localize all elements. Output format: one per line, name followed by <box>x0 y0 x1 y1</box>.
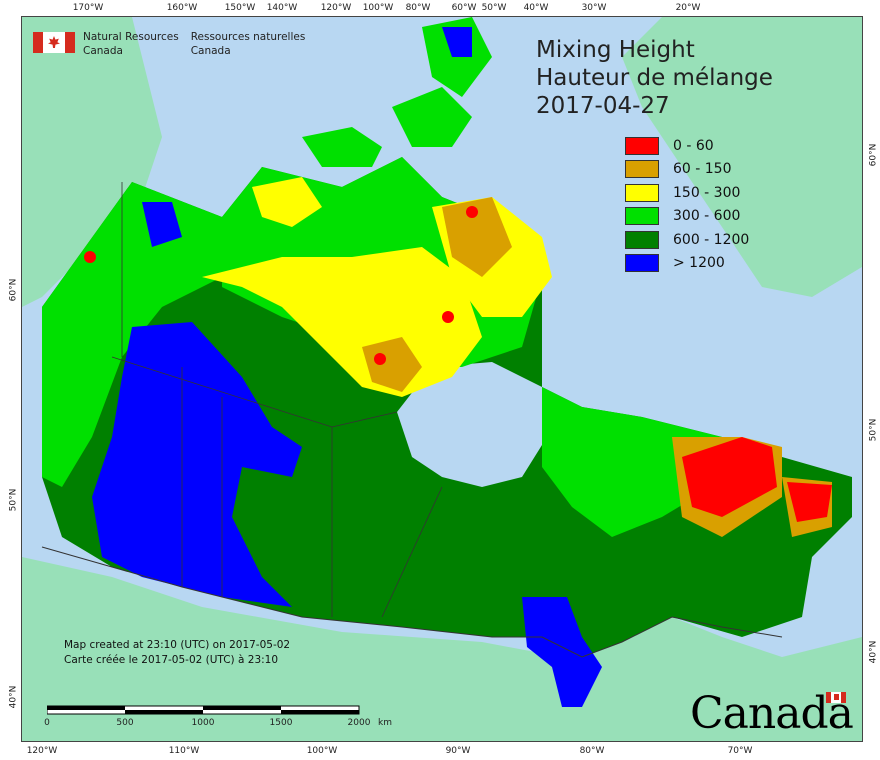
legend-item: 150 - 300 <box>625 181 749 205</box>
arctic-blue <box>442 27 472 57</box>
us-border <box>41 546 783 658</box>
zone-blue-north <box>142 202 182 247</box>
legend-item: > 1200 <box>625 252 749 276</box>
zone-orange-2 <box>442 197 512 277</box>
legend-label: > 1200 <box>673 255 725 272</box>
legend-label: 150 - 300 <box>673 184 741 201</box>
tick-right-1: 60°N <box>868 143 879 167</box>
legend-label: 300 - 600 <box>673 208 741 225</box>
zone-green-east <box>542 387 722 537</box>
legend-swatch <box>625 254 659 273</box>
usa <box>22 557 862 741</box>
tick-left-3: 40°N <box>8 685 19 709</box>
scale-label: 500 <box>116 718 134 728</box>
map-credit: Map created at 23:10 (UTC) on 2017-05-02… <box>64 638 290 668</box>
legend-label: 60 - 150 <box>673 161 732 178</box>
map-canvas <box>22 17 862 741</box>
boundaries <box>111 182 443 618</box>
scale-label: 2000 <box>347 718 371 728</box>
tick-top-7: 80°W <box>405 3 431 13</box>
credit-fr: Carte créée le 2017-05-02 (UTC) à 23:10 <box>64 654 279 666</box>
tick-right-3: 40°N <box>868 640 879 664</box>
agency-en-line2: Canada <box>83 45 123 57</box>
zone-red-quebec <box>682 437 777 517</box>
arctic-island-2 <box>392 87 472 147</box>
tick-left-1: 60°N <box>8 278 19 302</box>
zone-red-dot-4 <box>84 251 96 263</box>
tick-top-10: 40°W <box>523 3 549 13</box>
wordmark-flag-icon <box>826 692 846 703</box>
agency-en-line1: Natural Resources <box>83 31 179 43</box>
title-date: 2017-04-27 <box>536 93 670 119</box>
tick-bottom-2: 110°W <box>168 746 200 756</box>
alaska <box>22 17 162 307</box>
agency-fr: Ressources naturelles Canada <box>191 30 306 58</box>
hudson-bay <box>397 362 547 487</box>
greenland <box>622 17 862 297</box>
map-frame <box>21 16 863 742</box>
zone-red-nfld <box>787 482 832 522</box>
legend-item: 600 - 1200 <box>625 228 749 252</box>
agency-fr-line1: Ressources naturelles <box>190 31 306 43</box>
legend-item: 60 - 150 <box>625 158 749 182</box>
zone-yellow-island <box>252 177 322 227</box>
tick-bottom-4: 90°W <box>445 746 471 756</box>
tick-top-9: 50°W <box>481 3 507 13</box>
zone-orange-1 <box>362 337 422 392</box>
canada-flag-icon <box>33 32 75 53</box>
scale-label: 1000 <box>191 718 215 728</box>
tick-top-3: 150°W <box>224 3 256 13</box>
legend-label: 600 - 1200 <box>673 231 750 248</box>
legend-swatch <box>625 136 659 155</box>
scale-label: 1500 <box>269 718 293 728</box>
legend-swatch <box>625 207 659 226</box>
agency-signature: Natural Resources Canada Ressources natu… <box>33 30 317 58</box>
agency-en: Natural Resources Canada <box>83 30 179 58</box>
title-fr: Hauteur de mélange <box>536 65 773 91</box>
legend-item: 0 - 60 <box>625 134 749 158</box>
arctic-island-1 <box>302 127 382 167</box>
tick-top-6: 100°W <box>362 3 394 13</box>
tick-bottom-5: 80°W <box>579 746 605 756</box>
zone-red-dot-2 <box>442 311 454 323</box>
tick-top-2: 160°W <box>166 3 198 13</box>
tick-bottom-6: 70°W <box>727 746 753 756</box>
tick-top-5: 120°W <box>320 3 352 13</box>
legend-swatch <box>625 183 659 202</box>
scale-unit: km <box>378 718 392 728</box>
tick-top-12: 20°W <box>675 3 701 13</box>
zone-blue-ontario <box>522 597 602 707</box>
map-title: Mixing Height Hauteur de mélange 2017-04… <box>536 36 773 120</box>
legend-swatch <box>625 160 659 179</box>
legend-item: 300 - 600 <box>625 205 749 229</box>
scale-label: 0 <box>44 718 50 728</box>
legend-label: 0 - 60 <box>673 137 714 154</box>
tick-top-11: 30°W <box>581 3 607 13</box>
agency-fr-line2: Canada <box>190 45 231 57</box>
zone-blue-prairies <box>92 322 302 607</box>
tick-left-2: 50°N <box>8 488 19 512</box>
zone-red-dot-3 <box>466 206 478 218</box>
tick-bottom-3: 100°W <box>306 746 338 756</box>
tick-bottom-1: 120°W <box>26 746 58 756</box>
tick-right-2: 50°N <box>868 418 879 442</box>
tick-top-8: 60°W <box>451 3 477 13</box>
scale-bar <box>47 705 360 715</box>
title-en: Mixing Height <box>536 37 695 63</box>
tick-top-4: 140°W <box>266 3 298 13</box>
credit-en: Map created at 23:10 (UTC) on 2017-05-02 <box>64 639 291 651</box>
tick-top-1: 170°W <box>72 3 104 13</box>
legend-swatch <box>625 230 659 249</box>
zone-red-dot-1 <box>374 353 386 365</box>
legend: 0 - 60 60 - 150 150 - 300 300 - 600 600 … <box>625 134 749 275</box>
